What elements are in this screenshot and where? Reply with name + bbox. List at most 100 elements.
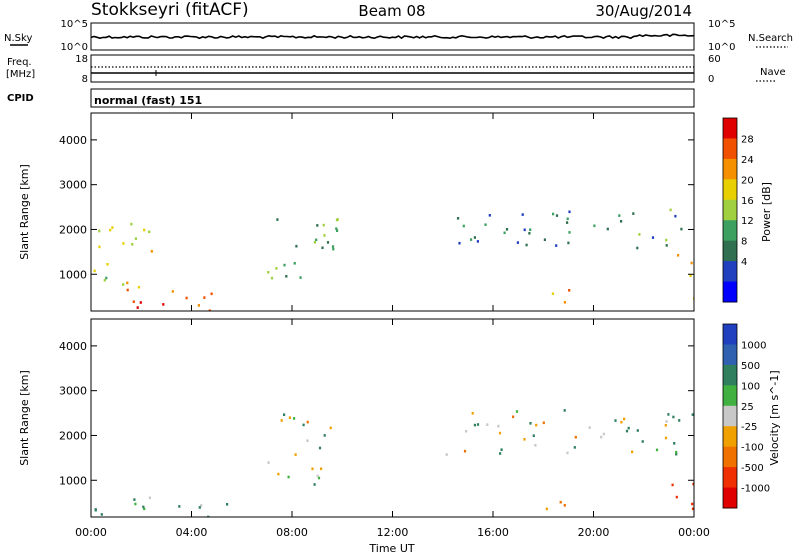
data-cell	[136, 306, 139, 309]
colorbar-swatch	[723, 261, 737, 283]
data-cell	[675, 450, 678, 454]
data-cell	[335, 218, 339, 222]
data-cell	[143, 507, 146, 511]
power-colorbar: 28 24 20 16 12 8 4	[722, 117, 754, 303]
colorbar-tick-label: 16	[741, 196, 754, 207]
data-cell	[134, 237, 137, 240]
y-tick-label: 4000	[59, 134, 87, 147]
data-cell	[306, 439, 309, 442]
data-cell	[525, 243, 528, 247]
data-cell	[529, 422, 532, 425]
freq-tick-bottom: 8	[82, 74, 88, 85]
data-cell	[545, 507, 548, 511]
data-cell	[641, 440, 644, 443]
y-tick-label: 2000	[59, 429, 87, 442]
data-cell	[499, 452, 502, 455]
data-cell	[486, 423, 489, 426]
data-cell	[555, 244, 558, 247]
data-cell	[318, 446, 322, 450]
data-cell	[331, 245, 335, 248]
data-cell	[293, 262, 296, 265]
colorbar-tick-label: 24	[741, 155, 754, 166]
data-cell	[672, 415, 675, 419]
data-cell	[674, 214, 677, 218]
data-cell	[137, 285, 140, 289]
colorbar-tick-label: -500	[741, 463, 764, 474]
data-cell	[588, 426, 591, 429]
data-cell	[638, 233, 641, 236]
nsearch-tick-bottom: 10^0	[708, 42, 735, 53]
data-cell	[543, 238, 546, 241]
freq-label: Freq.	[7, 57, 32, 68]
x-tick-label: 00:00	[678, 526, 710, 539]
data-cell	[500, 448, 503, 451]
colorbar-swatch	[723, 179, 737, 201]
data-cell	[126, 281, 129, 285]
data-cell	[680, 227, 683, 231]
data-cell	[563, 301, 566, 304]
x-tick-label: 12:00	[377, 526, 409, 539]
data-cell	[93, 269, 96, 273]
data-cell	[283, 413, 286, 416]
colorbar-swatch	[723, 405, 737, 427]
data-cell	[632, 212, 635, 215]
data-cell	[178, 505, 181, 508]
station-title: Stokkseyri (fitACF)	[91, 0, 249, 20]
y-tick-label: 2000	[59, 223, 87, 236]
nsky-tick-bottom: 10^0	[61, 42, 88, 53]
data-cell	[105, 276, 108, 280]
data-cell	[559, 500, 562, 504]
data-cell	[143, 228, 146, 232]
data-cell	[226, 503, 229, 506]
data-cell	[665, 244, 668, 247]
colorbar-tick-label: 20	[741, 175, 754, 186]
data-cell	[620, 420, 623, 424]
data-cell	[323, 434, 326, 437]
data-cell	[139, 301, 142, 304]
data-cell	[555, 214, 559, 217]
data-cell	[207, 515, 210, 517]
data-cell	[678, 419, 681, 422]
data-cell	[142, 505, 145, 509]
data-cell	[200, 504, 203, 507]
colorbar-swatch	[723, 364, 737, 386]
data-cell	[283, 263, 286, 267]
data-cell	[295, 244, 298, 248]
data-cell	[458, 241, 461, 245]
colorbar-tick-label: 4	[741, 257, 747, 268]
data-cell	[602, 432, 605, 436]
data-cell	[512, 415, 515, 419]
data-cell	[103, 278, 106, 282]
data-cell	[313, 483, 316, 486]
data-cell	[465, 429, 468, 433]
data-cell	[529, 228, 532, 231]
x-tick-label: 16:00	[477, 526, 509, 539]
data-cell	[210, 292, 213, 296]
data-cell	[566, 217, 569, 221]
data-cell	[126, 288, 129, 292]
data-cell	[316, 224, 319, 227]
colorbar-tick-label: -100	[741, 443, 764, 454]
data-cell	[287, 475, 290, 479]
data-cell	[566, 221, 569, 224]
data-cell	[691, 507, 694, 511]
data-cell	[497, 424, 500, 428]
colorbar-swatch	[723, 158, 737, 180]
colorbar-swatch	[723, 281, 737, 303]
data-cell	[313, 241, 316, 244]
velocity-panel-frame	[90, 318, 695, 518]
data-cell	[275, 267, 278, 270]
velocity-heatmap	[94, 409, 694, 517]
data-cell	[532, 434, 535, 437]
velocity-ylabel: Slant Range [km]	[18, 370, 31, 466]
data-cell	[568, 231, 571, 234]
data-cell	[302, 423, 305, 427]
x-tick-label: 20:00	[578, 526, 610, 539]
data-cell	[276, 218, 279, 221]
data-cell	[516, 241, 519, 244]
data-cell	[563, 409, 566, 412]
data-cell	[111, 226, 114, 229]
data-cell	[122, 242, 125, 245]
data-cell	[326, 241, 330, 244]
data-cell	[134, 502, 137, 506]
